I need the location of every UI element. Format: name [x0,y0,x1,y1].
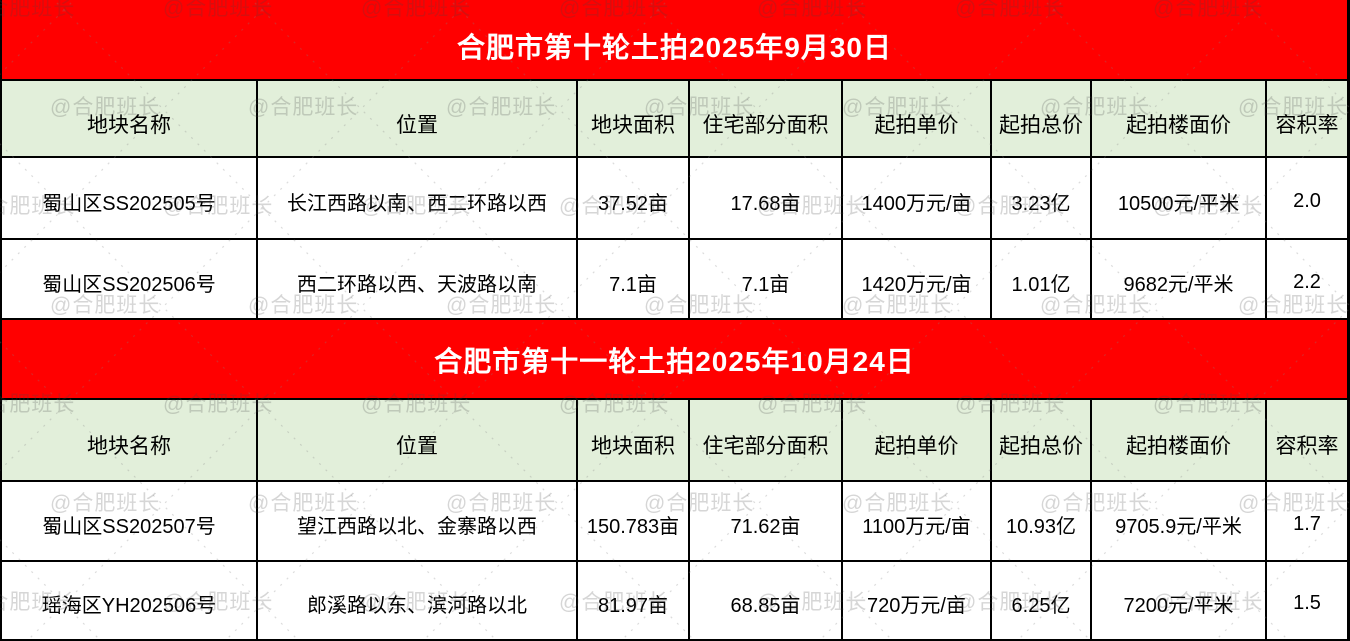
header-cell-total-price: 起拍总价 [992,400,1092,480]
cell-plot-name: 蜀山区SS202506号 [0,240,258,318]
cell-residential-area: 7.1亩 [690,240,843,318]
table-row: 蜀山区SS202507号 望江西路以北、金寨路以西 150.783亩 71.62… [0,482,1350,562]
cell-plot-ratio: 1.7 [1267,482,1350,560]
cell-unit-price: 720万元/亩 [843,562,992,639]
header-cell-plot-ratio: 容积率 [1267,81,1350,156]
header-cell-plot-name: 地块名称 [0,400,258,480]
cell-total-price: 10.93亿 [992,482,1092,560]
header-cell-residential-area: 住宅部分面积 [690,81,843,156]
cell-plot-name: 蜀山区SS202505号 [0,158,258,238]
header-cell-unit-price: 起拍单价 [843,400,992,480]
cell-location: 长江西路以南、西二环路以西 [258,158,578,238]
table-row: 瑶海区YH202506号 郎溪路以东、滨河路以北 81.97亩 68.85亩 7… [0,562,1350,641]
cell-floor-price: 9705.9元/平米 [1092,482,1267,560]
header-cell-plot-area: 地块面积 [578,400,690,480]
cell-residential-area: 71.62亩 [690,482,843,560]
header-cell-residential-area: 住宅部分面积 [690,400,843,480]
cell-unit-price: 1420万元/亩 [843,240,992,318]
header-cell-plot-name: 地块名称 [0,81,258,156]
cell-residential-area: 68.85亩 [690,562,843,639]
cell-location: 望江西路以北、金寨路以西 [258,482,578,560]
header-cell-plot-ratio: 容积率 [1267,400,1350,480]
section-2-header-row: 地块名称 位置 地块面积 住宅部分面积 起拍单价 起拍总价 起拍楼面价 容积率 [0,400,1350,482]
cell-floor-price: 10500元/平米 [1092,158,1267,238]
header-cell-location: 位置 [258,81,578,156]
cell-total-price: 3.23亿 [992,158,1092,238]
cell-location: 西二环路以西、天波路以南 [258,240,578,318]
cell-plot-ratio: 2.2 [1267,240,1350,318]
cell-floor-price: 7200元/平米 [1092,562,1267,639]
cell-residential-area: 17.68亩 [690,158,843,238]
cell-plot-ratio: 1.5 [1267,562,1350,639]
cell-location: 郎溪路以东、滨河路以北 [258,562,578,639]
cell-plot-name: 瑶海区YH202506号 [0,562,258,639]
cell-total-price: 1.01亿 [992,240,1092,318]
cell-plot-ratio: 2.0 [1267,158,1350,238]
section-1-title: 合肥市第十轮土拍2025年9月30日 [456,31,892,63]
section-2-title-banner: 合肥市第十一轮土拍2025年10月24日 [0,320,1350,400]
header-cell-location: 位置 [258,400,578,480]
header-cell-floor-price: 起拍楼面价 [1092,400,1267,480]
cell-unit-price: 1100万元/亩 [843,482,992,560]
cell-plot-area: 150.783亩 [578,482,690,560]
header-cell-floor-price: 起拍楼面价 [1092,81,1267,156]
header-cell-plot-area: 地块面积 [578,81,690,156]
section-1-title-banner: 合肥市第十轮土拍2025年9月30日 [0,0,1350,81]
section-1-header-row: 地块名称 位置 地块面积 住宅部分面积 起拍单价 起拍总价 起拍楼面价 容积率 [0,81,1350,158]
cell-floor-price: 9682元/平米 [1092,240,1267,318]
cell-plot-name: 蜀山区SS202507号 [0,482,258,560]
cell-plot-area: 37.52亩 [578,158,690,238]
section-2-title: 合肥市第十一轮土拍2025年10月24日 [434,346,915,377]
cell-total-price: 6.25亿 [992,562,1092,639]
header-cell-unit-price: 起拍单价 [843,81,992,156]
cell-plot-area: 81.97亩 [578,562,690,639]
cell-unit-price: 1400万元/亩 [843,158,992,238]
header-cell-total-price: 起拍总价 [992,81,1092,156]
cell-plot-area: 7.1亩 [578,240,690,318]
table-row: 蜀山区SS202506号 西二环路以西、天波路以南 7.1亩 7.1亩 1420… [0,240,1350,320]
table-row: 蜀山区SS202505号 长江西路以南、西二环路以西 37.52亩 17.68亩… [0,158,1350,240]
